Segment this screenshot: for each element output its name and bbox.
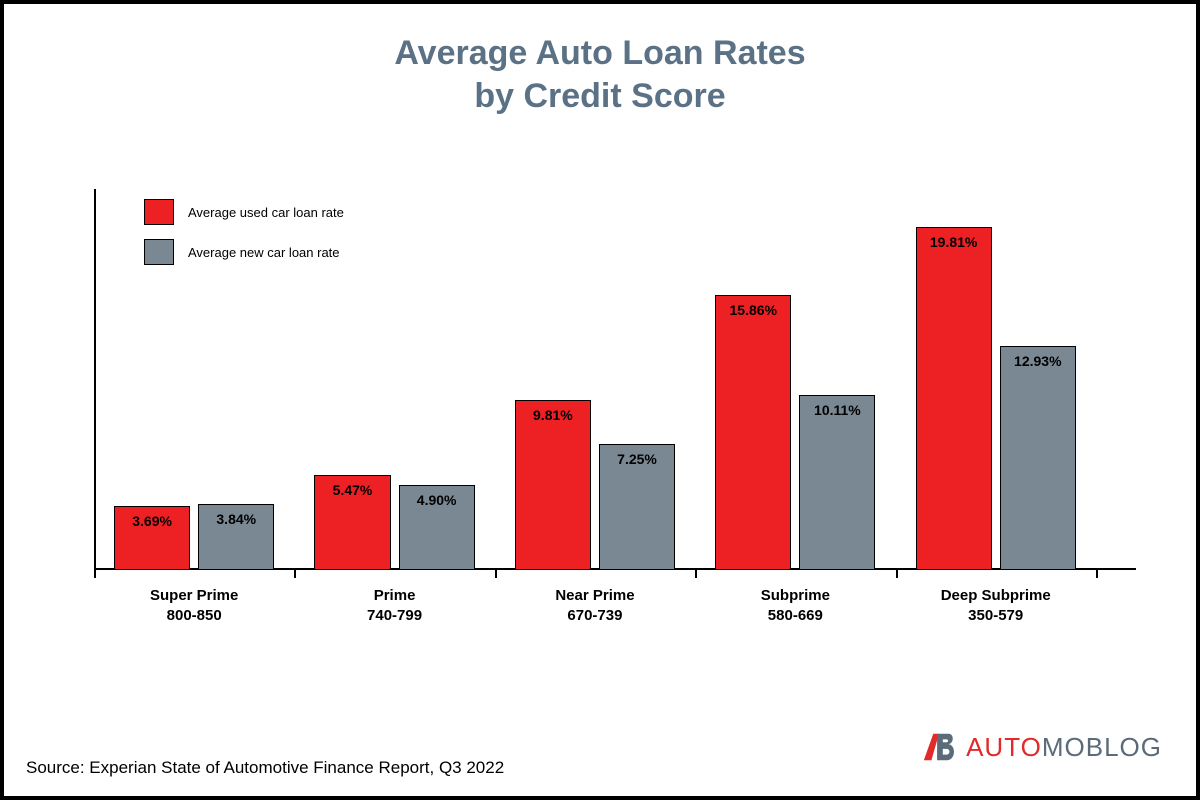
axis-tick (896, 570, 898, 578)
bar-new: 3.84% (198, 504, 274, 571)
brand-text: AUTOMOBLOG (966, 732, 1162, 763)
chart-title: Average Auto Loan Rates by Credit Score (4, 32, 1196, 117)
bar-value-label: 5.47% (315, 482, 389, 498)
bar-group: 19.81%12.93%Deep Subprime350-579 (916, 189, 1076, 570)
bar-value-label: 4.90% (400, 492, 474, 508)
bar-group: 15.86%10.11%Subprime580-669 (715, 189, 875, 570)
axis-tick (495, 570, 497, 578)
chart-frame: Average Auto Loan Rates by Credit Score … (0, 0, 1200, 800)
bar-value-label: 10.11% (800, 402, 874, 418)
y-axis (94, 189, 96, 570)
bar-new: 12.93% (1000, 346, 1076, 570)
category-label: Prime740-799 (314, 586, 474, 627)
bar-value-label: 3.69% (115, 513, 189, 529)
chart-area: 3.69% 3.84% Super Prime800-850 5.47% 4.90% Pr… (94, 189, 1136, 626)
bar-new: 10.11% (799, 395, 875, 570)
axis-tick (94, 570, 96, 578)
title-line-1: Average Auto Loan Rates (394, 34, 805, 72)
brand-logo: AUTOMOBLOG (920, 728, 1162, 766)
brand-mark-icon (920, 728, 958, 766)
axis-tick (294, 570, 296, 578)
bar-value-label: 15.86% (716, 302, 790, 318)
plot-area: 3.69%3.84%Super Prime800-8505.47%4.90%Pr… (94, 189, 1136, 570)
bar-group: 5.47%4.90%Prime740-799 (314, 189, 474, 570)
title-line-2: by Credit Score (474, 77, 725, 115)
bar-group: 3.69%3.84%Super Prime800-850 (114, 189, 274, 570)
bar-used: 5.47% (314, 475, 390, 570)
category-label: Deep Subprime350-579 (916, 586, 1076, 627)
bar-new: 7.25% (599, 444, 675, 570)
bar-used: 9.81% (515, 400, 591, 570)
axis-tick (1096, 570, 1098, 578)
category-label: Super Prime800-850 (114, 586, 274, 627)
bar-value-label: 12.93% (1001, 353, 1075, 369)
source-citation: Source: Experian State of Automotive Fin… (26, 758, 504, 778)
bar-used: 3.69% (114, 506, 190, 570)
bar-value-label: 9.81% (516, 407, 590, 423)
bar-used: 15.86% (715, 295, 791, 570)
brand-text-auto: AUTO (966, 732, 1042, 762)
bar-value-label: 19.81% (917, 234, 991, 250)
bar-value-label: 7.25% (600, 451, 674, 467)
brand-text-rest: MOBLOG (1042, 732, 1162, 762)
bar-group: 9.81%7.25%Near Prime670-739 (515, 189, 675, 570)
bar-new: 4.90% (399, 485, 475, 570)
bar-value-label: 3.84% (199, 511, 273, 527)
category-label: Subprime580-669 (715, 586, 875, 627)
bar-used: 19.81% (916, 227, 992, 570)
axis-tick (695, 570, 697, 578)
category-label: Near Prime670-739 (515, 586, 675, 627)
